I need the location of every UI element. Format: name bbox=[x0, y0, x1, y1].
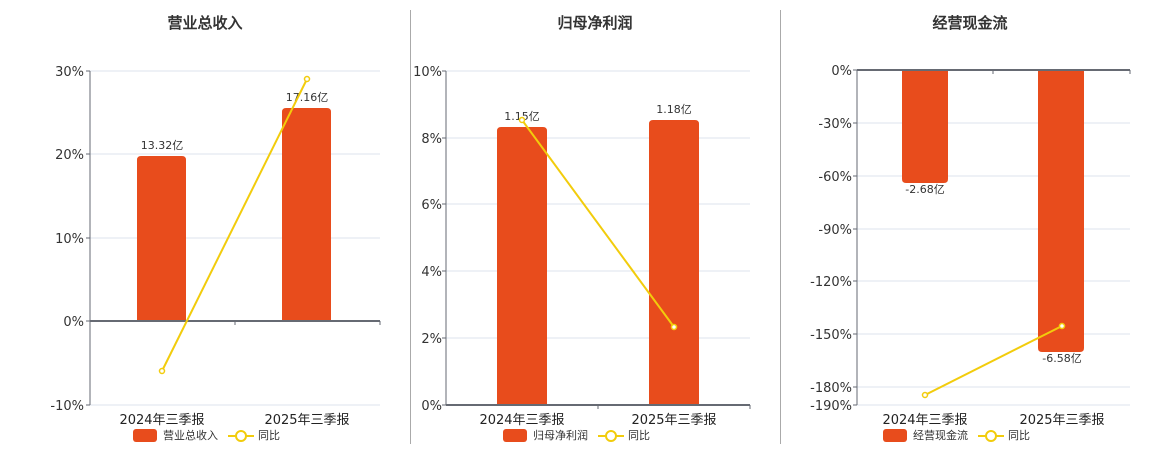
chart-legend: 经营现金流 同比 bbox=[883, 427, 1030, 443]
chart-legend: 归母净利润 同比 bbox=[503, 427, 650, 443]
y-tick-label: -30% bbox=[818, 117, 852, 132]
yoy-point[interactable] bbox=[303, 75, 311, 83]
yoy-point[interactable] bbox=[518, 116, 526, 124]
x-category-label: 2025年三季报 bbox=[1019, 413, 1104, 428]
chart-panel-operating-cashflow: 经营现金流 0% -30% -60% -90% -120 bbox=[780, 0, 1160, 450]
y-ticks bbox=[853, 69, 857, 406]
bar-2024[interactable] bbox=[137, 156, 186, 321]
bar-value-label: -2.68亿 bbox=[905, 183, 944, 196]
bar-2025[interactable] bbox=[282, 108, 331, 321]
grid-lines bbox=[446, 70, 750, 339]
y-tick-label: -120% bbox=[810, 275, 852, 290]
yoy-point[interactable] bbox=[921, 391, 929, 399]
yoy-line bbox=[924, 325, 1063, 396]
chart-title: 营业总收入 bbox=[167, 14, 243, 32]
yoy-point[interactable] bbox=[158, 367, 166, 375]
y-tick-label: -60% bbox=[818, 170, 852, 185]
bar-value-label: 1.18亿 bbox=[656, 103, 692, 116]
y-tick-label: 0% bbox=[63, 315, 84, 330]
y-tick-label: -190% bbox=[810, 399, 852, 414]
bar-value-label: 13.32亿 bbox=[141, 139, 184, 152]
legend-bar-swatch[interactable] bbox=[503, 428, 527, 442]
y-tick-label: 6% bbox=[421, 198, 442, 213]
legend-line-swatch-icon[interactable] bbox=[978, 429, 1004, 442]
legend-bar-swatch[interactable] bbox=[883, 428, 907, 442]
chart-panel-revenue: 营业总收入 30% 20% 10% 0% -10% 13.32亿 17.16亿 bbox=[0, 0, 410, 450]
x-category-label: 2025年三季报 bbox=[264, 413, 349, 428]
y-tick-label: 10% bbox=[55, 232, 84, 247]
bar-2025[interactable] bbox=[1038, 70, 1084, 352]
x-category-label: 2024年三季报 bbox=[119, 413, 204, 428]
legend-bar-swatch[interactable] bbox=[133, 428, 157, 442]
y-ticks bbox=[86, 70, 90, 406]
net-profit-chart-svg: 10% 8% 6% 4% 2% 0% 1.15亿 1.18亿 2024年三季报 … bbox=[413, 65, 751, 428]
legend-line-label[interactable]: 同比 bbox=[628, 429, 650, 442]
y-tick-label: -10% bbox=[50, 399, 84, 414]
legend-line-swatch-icon[interactable] bbox=[598, 429, 624, 442]
chart-title: 归母净利润 bbox=[557, 14, 633, 32]
bar-value-label: 1.15亿 bbox=[504, 110, 540, 123]
y-tick-label: 20% bbox=[55, 148, 84, 163]
yoy-line bbox=[521, 119, 675, 328]
cashflow-chart-svg: 0% -30% -60% -90% -120% -150% -180% -190… bbox=[810, 64, 1131, 428]
y-tick-label: 8% bbox=[421, 132, 442, 147]
legend-line-label[interactable]: 同比 bbox=[258, 429, 280, 442]
chart-title: 经营现金流 bbox=[932, 14, 1008, 32]
bar-value-label: -6.58亿 bbox=[1042, 352, 1081, 365]
y-tick-label: 0% bbox=[421, 399, 442, 414]
y-ticks bbox=[442, 70, 446, 406]
grid-lines bbox=[857, 122, 1130, 406]
bar-2024[interactable] bbox=[497, 127, 547, 405]
chart-legend: 营业总收入 同比 bbox=[133, 427, 280, 443]
x-category-label: 2024年三季报 bbox=[882, 413, 967, 428]
x-category-label: 2024年三季报 bbox=[479, 413, 564, 428]
y-tick-label: 30% bbox=[55, 65, 84, 80]
legend-bar-label[interactable]: 营业总收入 bbox=[163, 429, 218, 442]
yoy-point[interactable] bbox=[670, 323, 678, 331]
bar-value-label: 17.16亿 bbox=[286, 91, 329, 104]
grid-lines bbox=[90, 70, 380, 406]
y-tick-label: 10% bbox=[413, 65, 442, 80]
yoy-line bbox=[161, 78, 308, 372]
panel-divider bbox=[410, 10, 411, 444]
legend-bar-label[interactable]: 归母净利润 bbox=[533, 429, 588, 442]
bar-2025[interactable] bbox=[649, 120, 699, 405]
yoy-point[interactable] bbox=[1058, 322, 1066, 330]
y-tick-label: -180% bbox=[810, 381, 852, 396]
legend-line-swatch-icon[interactable] bbox=[228, 429, 254, 442]
legend-line-label[interactable]: 同比 bbox=[1008, 429, 1030, 442]
panel-divider bbox=[780, 10, 781, 444]
chart-panel-net-profit: 归母净利润 10% 8% 6% 4% 2% 0% bbox=[410, 0, 780, 450]
y-tick-label: 2% bbox=[421, 332, 442, 347]
y-tick-label: -90% bbox=[818, 223, 852, 238]
y-tick-label: 0% bbox=[831, 64, 852, 79]
revenue-chart-svg: 30% 20% 10% 0% -10% 13.32亿 17.16亿 2024年三… bbox=[50, 65, 381, 428]
y-tick-label: -150% bbox=[810, 328, 852, 343]
y-tick-label: 4% bbox=[421, 265, 442, 280]
legend-bar-label[interactable]: 经营现金流 bbox=[913, 429, 968, 442]
x-category-label: 2025年三季报 bbox=[631, 413, 716, 428]
bar-2024[interactable] bbox=[902, 70, 948, 183]
